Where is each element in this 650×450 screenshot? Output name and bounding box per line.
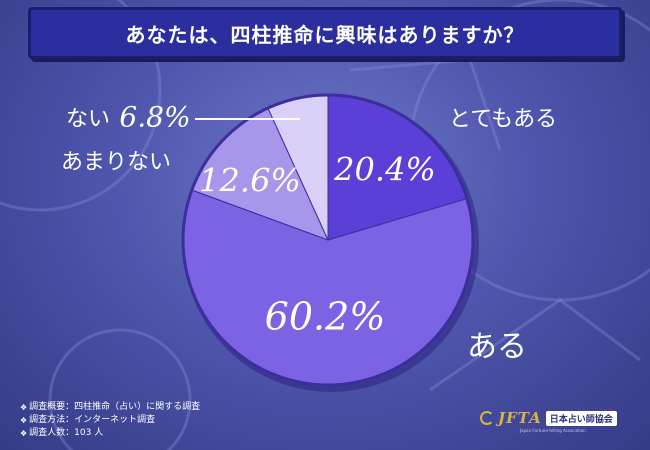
chart-title: あなたは、四柱推命に興味はありますか？ bbox=[125, 22, 525, 47]
slice-value-label: 20.4% bbox=[333, 151, 436, 189]
diamond-bullet-icon: ❖ bbox=[20, 416, 28, 425]
title-bar: あなたは、四柱推命に興味はありますか？ bbox=[28, 7, 622, 59]
slice-category-label: とてもある bbox=[449, 107, 557, 132]
survey-note-text: 調査概要：四柱推命（占い）に関する調査 bbox=[29, 402, 201, 412]
slice-category-label: ない bbox=[66, 107, 110, 132]
slice-value-label: 12.6% bbox=[199, 162, 301, 200]
survey-note-1: ❖ 調査概要：四柱推命（占い）に関する調査 bbox=[20, 401, 200, 414]
diamond-bullet-icon: ❖ bbox=[20, 429, 28, 438]
survey-note-text: 調査方法：インターネット調査 bbox=[29, 415, 156, 425]
logo-name: 日本占い師協会 bbox=[545, 410, 617, 426]
slice-value-label: 6.8% bbox=[119, 101, 190, 134]
jfta-logo: JFTA 日本占い師協会 bbox=[480, 406, 630, 430]
survey-notes: ❖ 調査概要：四柱推命（占い）に関する調査 ❖ 調査方法：インターネット調査 ❖… bbox=[20, 401, 200, 440]
survey-note-2: ❖ 調査方法：インターネット調査 bbox=[20, 414, 200, 427]
pie-border bbox=[181, 93, 475, 387]
slice-category-label: あまりない bbox=[61, 150, 171, 175]
logo-ring-icon bbox=[480, 411, 494, 425]
slice-value-label: 60.2% bbox=[265, 295, 386, 339]
survey-note-3: ❖ 調査人数：103 人 bbox=[20, 427, 200, 440]
slice-category-label: ある bbox=[467, 330, 527, 365]
logo-subtitle: Japan Fortune-telling Association bbox=[520, 428, 586, 433]
diamond-bullet-icon: ❖ bbox=[20, 403, 28, 412]
survey-note-text: 調査人数：103 人 bbox=[29, 428, 104, 438]
logo-abbreviation: JFTA bbox=[498, 409, 542, 427]
